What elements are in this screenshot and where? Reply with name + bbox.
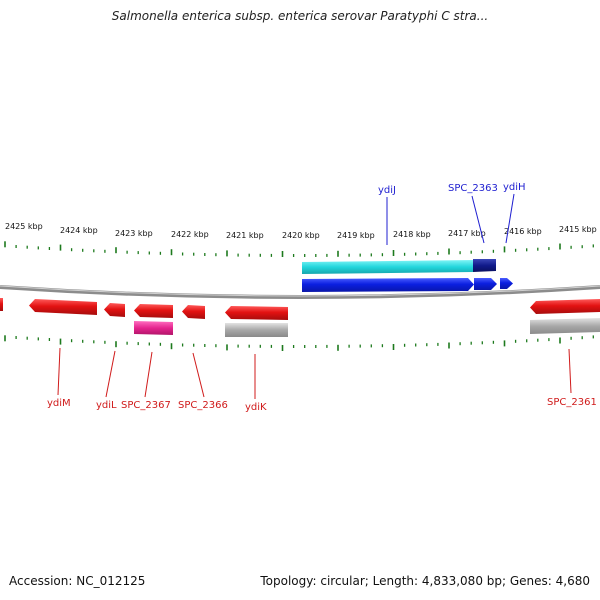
- scale-label-2416: 2416 kbp: [504, 227, 542, 236]
- scale-label-2415: 2415 kbp: [559, 225, 597, 234]
- gene-label-ydiM: ydiM: [47, 398, 71, 409]
- gene-label-ydiJ: ydiJ: [378, 185, 396, 196]
- reverse-cog-track: [134, 318, 600, 337]
- gene-arrow-ydiL[interactable]: [104, 303, 125, 317]
- scale-label-2425: 2425 kbp: [5, 222, 43, 231]
- gene-label-SPC_2367: SPC_2367: [121, 400, 171, 411]
- scale-label-2424: 2424 kbp: [60, 226, 98, 235]
- scale-label-2418: 2418 kbp: [393, 230, 431, 239]
- gene-arrow-ydiK[interactable]: [225, 306, 288, 320]
- scale-ticks-bottom: [4, 335, 594, 351]
- leader-ydiH: [505, 193, 515, 244]
- leader-ydiM: [57, 347, 61, 396]
- gene-labels-bottom: ydiM ydiL SPC_2367 SPC_2366 ydiK SPC_236…: [47, 347, 597, 413]
- genome-summary-text: Topology: circular; Length: 4,833,080 bp…: [260, 574, 590, 588]
- accession-text: Accession: NC_012125: [9, 574, 146, 588]
- leader-SPC_2361: [568, 348, 572, 394]
- scale-labels: 2425 kbp 2424 kbp 2423 kbp 2422 kbp 2421…: [5, 222, 597, 240]
- scale-label-2423: 2423 kbp: [115, 229, 153, 238]
- gene-arrow-SPC_2367[interactable]: [134, 304, 173, 318]
- gene-label-SPC_2366: SPC_2366: [178, 400, 228, 411]
- gene-label-ydiK: ydiK: [245, 402, 267, 413]
- genome-backbone: [0, 285, 600, 299]
- gene-label-ydiL: ydiL: [96, 400, 117, 411]
- cog-box-SPC_2367[interactable]: [134, 321, 173, 335]
- scale-label-2417: 2417 kbp: [448, 229, 486, 238]
- scale-label-2419: 2419 kbp: [337, 231, 375, 240]
- leader-SPC_2363: [471, 195, 485, 244]
- gene-label-SPC_2363: SPC_2363: [448, 183, 498, 194]
- scale-label-2420: 2420 kbp: [282, 231, 320, 240]
- gene-label-ydiH: ydiH: [503, 182, 526, 193]
- cog-box-ydiJ[interactable]: [302, 260, 473, 274]
- forward-gene-track: [302, 278, 513, 292]
- scale-ticks-top: [4, 241, 594, 257]
- forward-cog-track: [302, 259, 496, 274]
- scale-label-2422: 2422 kbp: [171, 230, 209, 239]
- map-title: Salmonella enterica subsp. enterica sero…: [111, 9, 489, 23]
- scale-label-2421: 2421 kbp: [226, 231, 264, 240]
- gene-arrow-SPC_2366[interactable]: [182, 305, 205, 319]
- cog-box-SPC_2363[interactable]: [473, 259, 496, 272]
- cog-box-SPC_2361[interactable]: [530, 318, 600, 334]
- leader-ydiL: [105, 350, 116, 398]
- genome-backbone-highlight: [0, 285, 600, 297]
- gene-arrow-SPC_2361[interactable]: [530, 299, 600, 314]
- gene-labels-top: ydiJ SPC_2363 ydiH: [378, 182, 526, 245]
- reverse-gene-track: [0, 298, 600, 320]
- leader-SPC_2367: [144, 351, 153, 398]
- leader-SPC_2366: [192, 352, 205, 398]
- cog-box-ydiK[interactable]: [225, 323, 288, 337]
- gene-arrow-left-edge[interactable]: [0, 298, 3, 311]
- gene-arrow-ydiM[interactable]: [29, 299, 97, 315]
- gene-arrow-ydiJ[interactable]: [302, 278, 474, 292]
- gene-label-SPC_2361: SPC_2361: [547, 397, 597, 408]
- gene-arrow-ydiH[interactable]: [500, 278, 513, 289]
- gene-arrow-SPC_2363[interactable]: [474, 278, 497, 290]
